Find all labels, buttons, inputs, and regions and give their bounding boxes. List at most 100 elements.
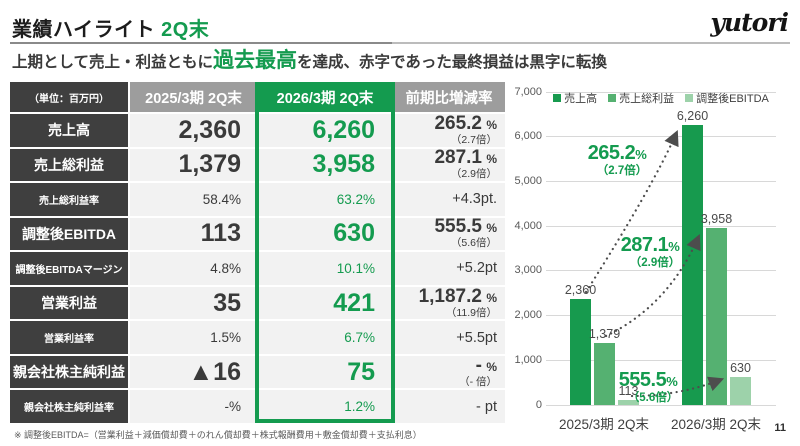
value-2026: 3,958 xyxy=(259,148,391,182)
unit-label: （単位：百万円） xyxy=(10,82,128,112)
value-change: 265.2 % （2.7倍） xyxy=(393,114,505,147)
annotation-ebitda-growth: 555.5% （5.6倍） xyxy=(618,369,679,404)
legend-swatch xyxy=(685,94,694,102)
col-header-change: 前期比増減率 xyxy=(393,82,505,112)
page-title-text: 業績ハイライト xyxy=(12,19,156,41)
col-header-2025: 2025/3期 2Q末 xyxy=(130,82,257,112)
key-message-pre: 上期として売上・利益ともに xyxy=(12,54,214,71)
change-rate: +4.3pt. xyxy=(452,191,497,208)
change-sub: （2.9倍） xyxy=(450,168,497,181)
legend-item: 調整後EBITDA xyxy=(685,90,769,106)
gridline xyxy=(546,91,776,93)
header-divider xyxy=(10,42,790,44)
page-number: 11 xyxy=(774,422,786,434)
bar-0-0 xyxy=(570,299,591,405)
change-sub: （5.6倍） xyxy=(450,237,497,250)
value-2026: 421 xyxy=(259,286,391,320)
y-tick-label: 7,000 xyxy=(514,85,542,98)
value-2025: 2,360 xyxy=(130,114,257,147)
key-message: 上期として売上・利益ともに過去最高を達成、赤字であった最終損益は黒字に転換 xyxy=(12,49,607,75)
page-title: 業績ハイライト 2Q末 xyxy=(12,13,209,42)
key-message-highlight: 過去最高 xyxy=(213,49,298,72)
legend-label: 調整後EBITDA xyxy=(696,93,769,105)
value-2026: 75 xyxy=(259,355,391,389)
y-tick-label: 3,000 xyxy=(514,264,542,277)
annotation-sales-growth: 265.2% （2.7倍） xyxy=(587,142,648,177)
value-2026: 630 xyxy=(259,217,391,251)
gridline xyxy=(546,180,776,182)
footnote: ※ 調整後EBITDA=（営業利益＋減価償却費＋のれん償却費＋株式報酬費用＋敷金… xyxy=(14,430,422,440)
metrics-table: （単位：百万円） 2025/3期 2Q末 2026/3期 2Q末 前期比増減率 売上高 2… xyxy=(10,82,505,423)
y-tick-label: 5,000 xyxy=(514,174,542,187)
value-2025: 1,379 xyxy=(130,148,257,182)
bar-1-1 xyxy=(706,228,727,405)
change-rate: - pt xyxy=(476,398,497,415)
value-change: 555.5 % （5.6倍） xyxy=(393,216,505,251)
row-label: 売上総利益率 xyxy=(10,183,128,216)
bar-2-1 xyxy=(730,376,751,405)
y-tick-label: 6,000 xyxy=(514,130,542,143)
change-sub: （- 倍） xyxy=(459,375,497,388)
legend-swatch xyxy=(608,94,617,102)
value-2025: 58.4% xyxy=(130,183,257,216)
value-change: 1,187.2 % （11.9倍） xyxy=(393,287,505,320)
x-category-label: 2026/3期 2Q末 xyxy=(670,417,762,432)
value-2025: 1.5% xyxy=(130,321,257,354)
y-tick-label: 4,000 xyxy=(514,219,542,232)
row-label: 営業利益 xyxy=(10,286,128,320)
legend-item: 売上総利益 xyxy=(608,90,674,106)
row-label: 売上総利益 xyxy=(10,148,128,182)
value-2025: 113 xyxy=(130,217,257,251)
value-2025: ▲16 xyxy=(130,355,257,389)
annotation-gross-profit-growth: 287.1% （2.9倍） xyxy=(620,234,681,269)
change-main: 1,187.2 % xyxy=(418,285,497,307)
col-header-2026: 2026/3期 2Q末 xyxy=(259,82,391,112)
y-tick-label: 2,000 xyxy=(514,309,542,322)
gridline xyxy=(546,270,776,272)
change-sub: （2.7倍） xyxy=(450,133,497,146)
chart-legend: 売上高 売上総利益 調整後EBITDA xyxy=(546,90,776,106)
bar-chart: 売上高 売上総利益 調整後EBITDA 2,360 6,260 1,379 3,958 11… xyxy=(508,84,800,446)
change-main: 265.2 % xyxy=(434,112,497,134)
gridline xyxy=(546,136,776,138)
bar-value-label: 6,260 xyxy=(676,109,709,124)
value-2025: -% xyxy=(130,390,257,423)
bar-value-label: 3,958 xyxy=(700,212,733,227)
y-tick-label: 1,000 xyxy=(514,353,542,366)
row-label: 親会社株主純利益率 xyxy=(10,390,128,423)
bar-value-label: 1,379 xyxy=(588,327,621,342)
gridline xyxy=(546,359,776,361)
legend-swatch xyxy=(553,94,562,102)
value-change: - % （- 倍） xyxy=(393,356,505,389)
row-label: 調整後EBITDAマージン xyxy=(10,252,128,285)
change-main: 287.1 % xyxy=(434,147,497,169)
value-2026: 10.1% xyxy=(259,252,391,285)
legend-item: 売上高 xyxy=(553,90,597,106)
value-change: - pt xyxy=(393,390,505,423)
value-2026: 6.7% xyxy=(259,321,391,354)
value-2025: 35 xyxy=(130,286,257,320)
value-change: 287.1 % （2.9倍） xyxy=(393,147,505,182)
value-change: +5.5pt xyxy=(393,321,505,354)
value-change: +4.3pt. xyxy=(393,183,505,216)
value-2026: 6,260 xyxy=(259,114,391,147)
change-rate: +5.2pt xyxy=(456,260,497,277)
bar-value-label: 2,360 xyxy=(564,283,597,298)
gridline xyxy=(546,404,776,406)
value-change: +5.2pt xyxy=(393,252,505,285)
company-logo: yutori xyxy=(710,8,789,37)
page-title-highlight: 2Q末 xyxy=(161,19,210,41)
change-sub: （11.9倍） xyxy=(445,306,497,319)
value-2025: 4.8% xyxy=(130,252,257,285)
legend-label: 売上総利益 xyxy=(619,93,675,105)
change-rate: +5.5pt xyxy=(456,329,497,346)
row-label: 親会社株主純利益 xyxy=(10,355,128,389)
row-label: 調整後EBITDA xyxy=(10,217,128,251)
y-tick-label: 0 xyxy=(535,398,542,411)
change-main: 555.5 % xyxy=(434,216,497,238)
bar-1-0 xyxy=(594,343,615,405)
key-message-post: を達成、赤字であった最終損益は黒字に転換 xyxy=(297,54,607,71)
bar-value-label: 630 xyxy=(730,360,751,375)
bar-2-0 xyxy=(618,399,639,405)
